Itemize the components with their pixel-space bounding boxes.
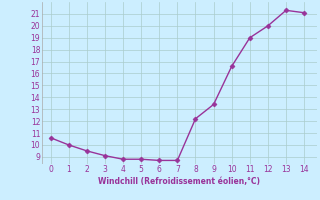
X-axis label: Windchill (Refroidissement éolien,°C): Windchill (Refroidissement éolien,°C) [98,177,260,186]
